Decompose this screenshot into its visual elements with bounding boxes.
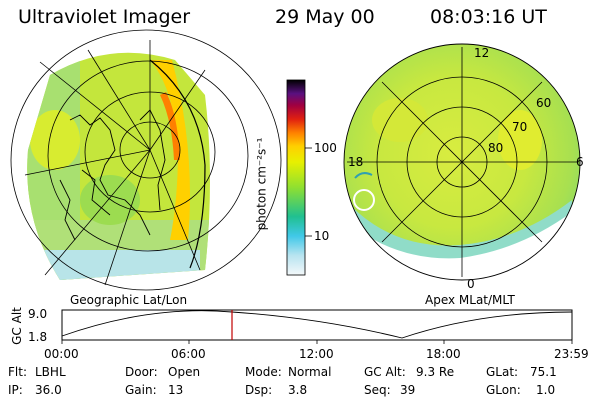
timeline-xtick: 23:59	[554, 347, 589, 361]
colorbar-tick-10: 10	[314, 229, 330, 243]
colorbar-tick-100: 100	[314, 141, 337, 155]
date-label: 29 May 00	[275, 6, 375, 28]
instrument-title: Ultraviolet Imager	[18, 6, 191, 28]
flt-value: LBHL	[35, 365, 66, 379]
flt-label: Flt:	[8, 365, 27, 379]
mlt-label-6: 6	[576, 155, 584, 169]
ip-label: IP:	[8, 383, 23, 397]
gain-label: Gain:	[125, 383, 157, 397]
orbit-timeline	[61, 309, 573, 344]
time-label: 08:03:16 UT	[430, 6, 547, 28]
lat-label-80: 80	[488, 141, 504, 155]
gain-value: 13	[168, 383, 184, 397]
mode-label: Mode:	[245, 365, 282, 379]
door-label: Door:	[125, 365, 158, 379]
timeline-xtick: 00:00	[44, 347, 79, 361]
colorbar-unit-label: photon cm⁻²s⁻¹	[254, 137, 269, 231]
timeline-ytick-low: 1.8	[28, 330, 48, 344]
seq-value: 39	[400, 383, 416, 397]
polar-map	[343, 43, 581, 281]
lat-label-60: 60	[536, 96, 552, 110]
timeline-xtick: 06:00	[171, 347, 206, 361]
mode-value: Normal	[288, 365, 332, 379]
dsp-value: 3.8	[288, 383, 308, 397]
geo-map-caption: Geographic Lat/Lon	[70, 293, 188, 307]
glon-label: GLon:	[486, 383, 521, 397]
polar-map-caption: Apex MLat/MLT	[425, 293, 515, 307]
door-value: Open	[168, 365, 201, 379]
timeline-ylabel: GC Alt	[9, 307, 24, 345]
mlt-label-0: 0	[467, 277, 475, 291]
gc-alt-label: GC Alt:	[364, 365, 406, 379]
lat-label-70: 70	[512, 120, 528, 134]
glat-label: GLat:	[486, 365, 519, 379]
glon-value: 1.0	[536, 383, 556, 397]
timeline-xtick: 12:00	[299, 347, 334, 361]
colorbar	[286, 79, 312, 276]
gc-alt-value: 9.3 Re	[416, 365, 455, 379]
seq-label: Seq:	[364, 383, 391, 397]
mlt-label-18: 18	[348, 155, 364, 169]
timeline-xtick: 18:00	[426, 347, 461, 361]
ip-value: 36.0	[35, 383, 62, 397]
mlt-label-12: 12	[474, 46, 490, 60]
glat-value: 75.1	[530, 365, 557, 379]
timeline-ytick-high: 9.0	[28, 307, 48, 321]
dsp-label: Dsp:	[245, 383, 273, 397]
geographic-map	[10, 29, 282, 291]
